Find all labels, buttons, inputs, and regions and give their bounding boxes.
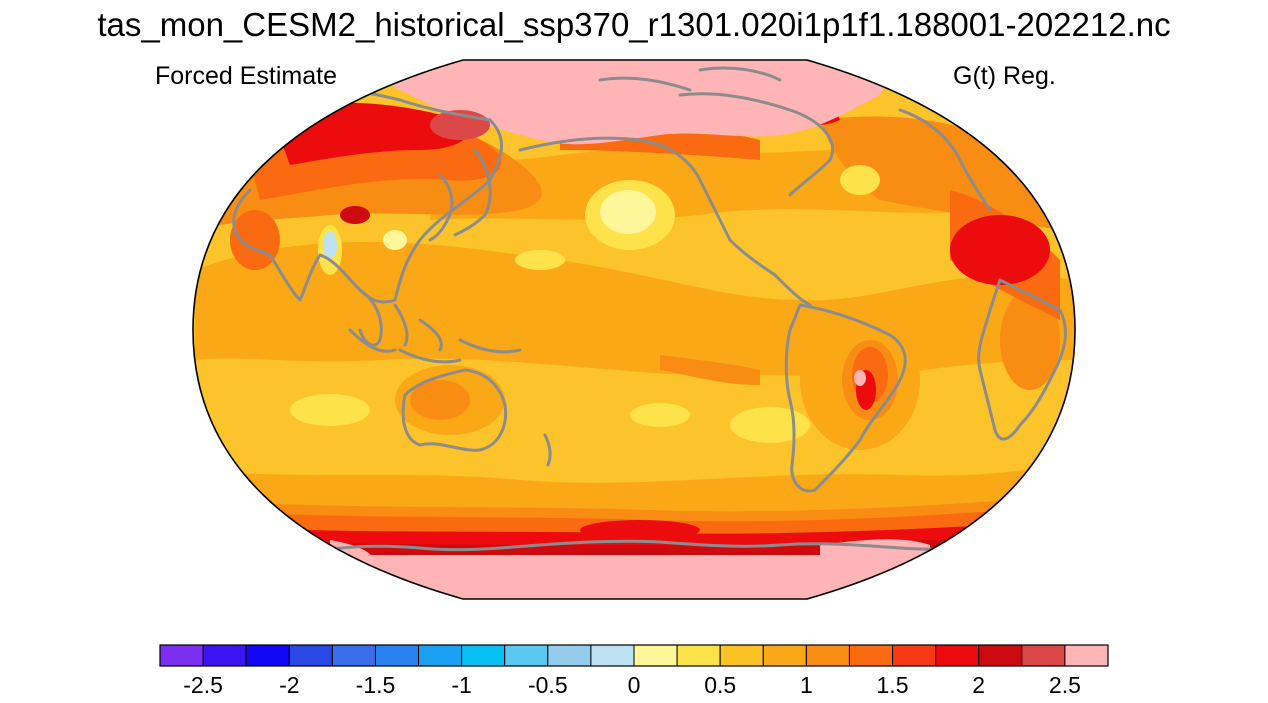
colorbar-tick-label: -1.5 [355,672,396,698]
left-subtitle: Forced Estimate [155,62,338,90]
colorbar-box [848,644,894,667]
colorbar-box [461,644,506,667]
colorbar-box [1064,644,1109,667]
colorbar-tick-label: 0.5 [704,672,737,698]
colorbar-box [504,644,549,667]
colorbar-box [418,644,463,667]
colorbar-box [633,644,678,667]
right-subtitle: G(t) Reg. [953,62,1056,90]
colorbar-tick-label: -2.5 [183,672,223,698]
colorbar-tick-label: 2.5 [1048,672,1081,698]
colorbar-box [202,644,247,667]
colorbar-box [935,644,980,667]
colorbar-box [719,644,764,667]
colorbar-tick-label: -1 [451,672,472,698]
colorbar-box [590,644,635,667]
colorbar-box [1021,644,1066,667]
colorbar-tick-label: 1.5 [876,672,909,698]
colorbar-box [331,644,376,667]
colorbar-outline [159,644,1109,667]
globe-outline [192,59,1076,600]
plot-title: tas_mon_CESM2_historical_ssp370_r1301.02… [97,6,1171,43]
colorbar-box [892,644,937,667]
colorbar-box [676,644,721,667]
colorbar-box [762,644,807,667]
coastlines [232,66,1067,557]
colorbar-box [978,644,1023,667]
colorbar-box [805,644,850,667]
colorbar-boxes [159,644,1109,667]
colorbar-box [159,644,204,667]
colorbar-box [245,644,290,667]
colorbar-box [374,644,420,667]
colorbar-tick-label: 0 [627,672,641,698]
colorbar-tick-label: -0.5 [527,672,568,698]
colorbar-tick-label: -2 [279,672,300,698]
colorbar-box [288,644,333,667]
colorbar-tick-label: 2 [972,672,986,698]
colorbar-tick-label: 1 [799,672,813,698]
field-pale-regions [290,165,880,443]
colorbar-box [547,644,592,667]
